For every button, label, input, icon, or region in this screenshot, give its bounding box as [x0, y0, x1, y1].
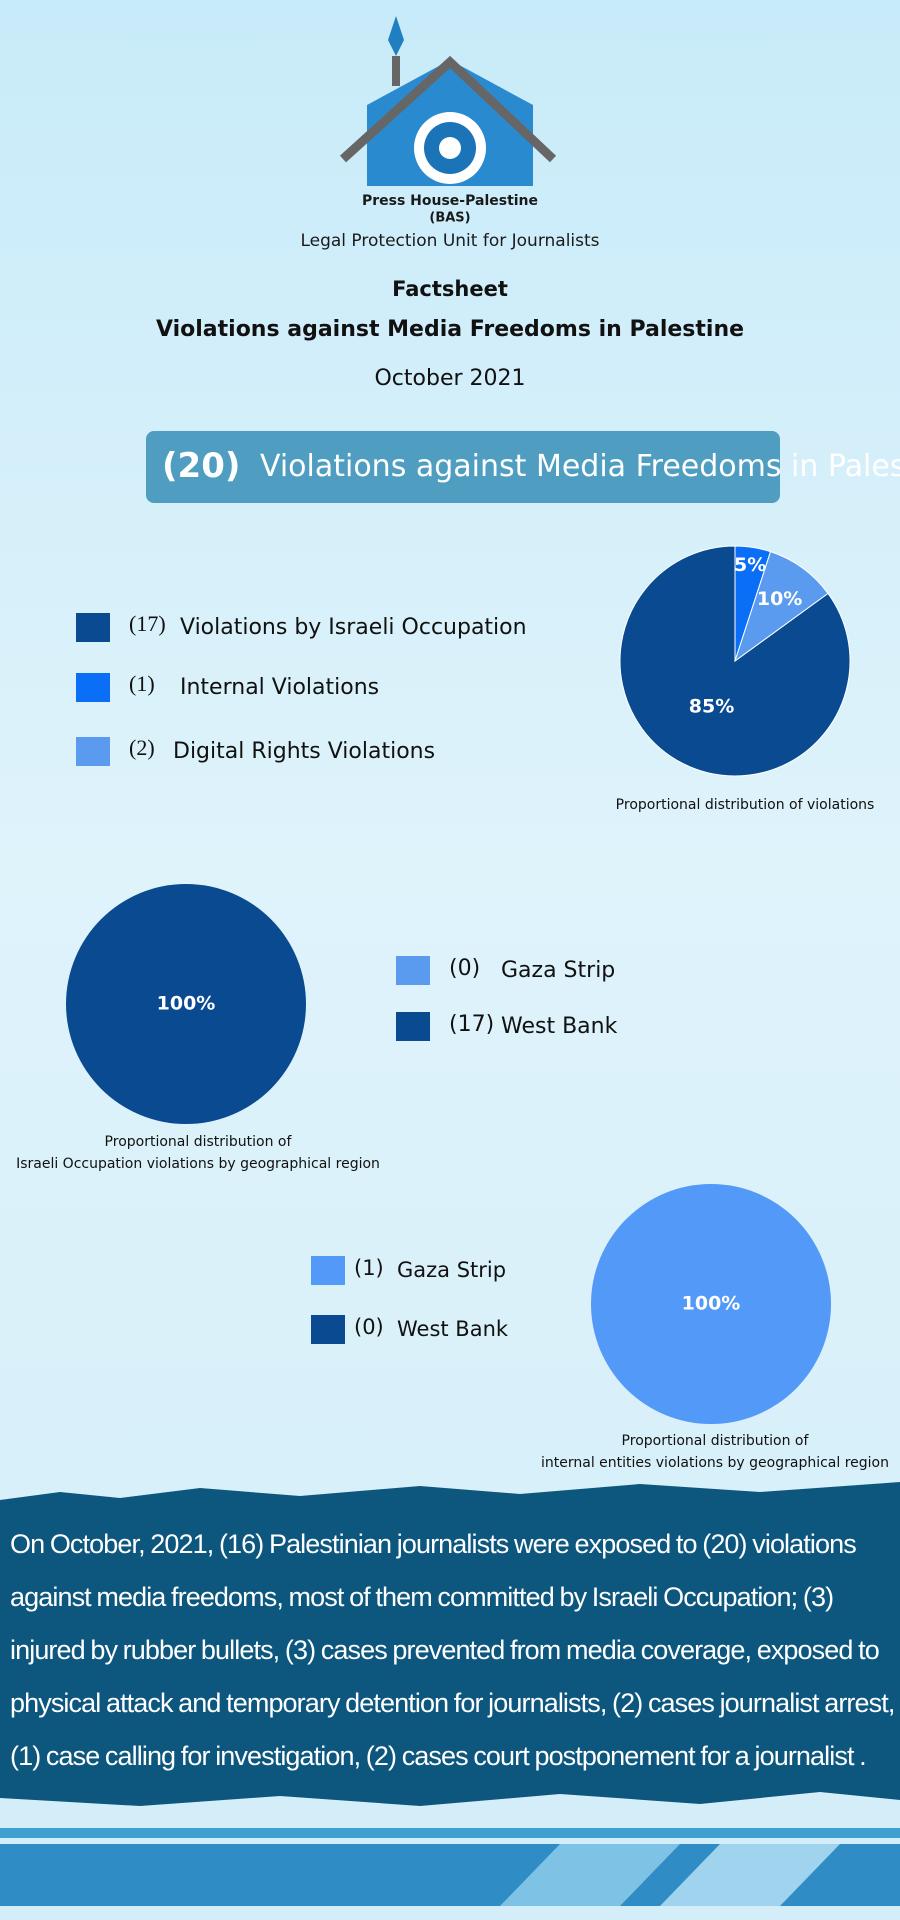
legend-swatch [311, 1315, 345, 1344]
pie-slice [619, 545, 851, 777]
slice-label: 100% [682, 1293, 741, 1315]
logo [339, 16, 557, 186]
legend-label: Gaza Strip [501, 958, 615, 983]
chart-caption: Israeli Occupation violations by geograp… [16, 1156, 380, 1172]
doc-type: Factsheet [392, 277, 508, 301]
chart-caption: Proportional distribution of [622, 1433, 810, 1449]
summary-band [0, 1482, 900, 1806]
chart-caption: Proportional distribution of violations [616, 797, 875, 813]
banner-label: Violations against Media Freedoms in Pal… [260, 449, 900, 484]
stripe [0, 1828, 900, 1838]
legend-count: (1) [354, 1256, 384, 1280]
legend-count: (0) [449, 956, 480, 981]
legend-swatch [396, 956, 430, 985]
legend-label: Violations by Israeli Occupation [180, 615, 527, 640]
legend-label: Digital Rights Violations [173, 739, 435, 764]
chart-caption: Proportional distribution of [105, 1134, 293, 1150]
banner-count: (20) [162, 446, 240, 486]
doc-date: October 2021 [374, 366, 525, 391]
org-abbr: (BAS) [429, 211, 470, 226]
legend-swatch [76, 613, 110, 642]
unit-name: Legal Protection Unit for Journalists [300, 231, 599, 251]
legend-count: (17) [449, 1012, 494, 1037]
org-name: Press House-Palestine [362, 193, 538, 209]
slice-label: 10% [757, 588, 802, 610]
legend-label: Internal Violations [180, 675, 379, 700]
banner [146, 431, 780, 503]
legend-swatch [76, 673, 110, 702]
slice-label: 85% [689, 696, 734, 718]
legend-count: (0) [354, 1315, 384, 1339]
stripe-accent [500, 1844, 680, 1906]
slice-label: 100% [157, 993, 216, 1015]
banner-text: (20) Violations against Media Freedoms i… [162, 446, 900, 486]
pie-slice [734, 550, 829, 663]
legend-label: Gaza Strip [397, 1258, 506, 1282]
slice-label: 5% [734, 554, 766, 576]
legend-swatch [396, 1012, 430, 1041]
chart-caption: internal entities violations by geograph… [541, 1455, 889, 1471]
legend-label: West Bank [397, 1317, 509, 1341]
legend-count: (17) [129, 611, 166, 636]
legend-count: (1) [129, 671, 155, 696]
doc-title: Violations against Media Freedoms in Pal… [156, 317, 744, 342]
pie-slice [591, 1184, 831, 1424]
summary-text: On October, 2021, (16) Palestinian journ… [10, 1529, 895, 1771]
pie-slice [66, 884, 306, 1124]
legend-swatch [311, 1256, 345, 1285]
legend-swatch [76, 737, 110, 766]
legend-count: (2) [129, 735, 155, 760]
legend-label: West Bank [501, 1014, 618, 1039]
stripe-accent [660, 1844, 840, 1906]
